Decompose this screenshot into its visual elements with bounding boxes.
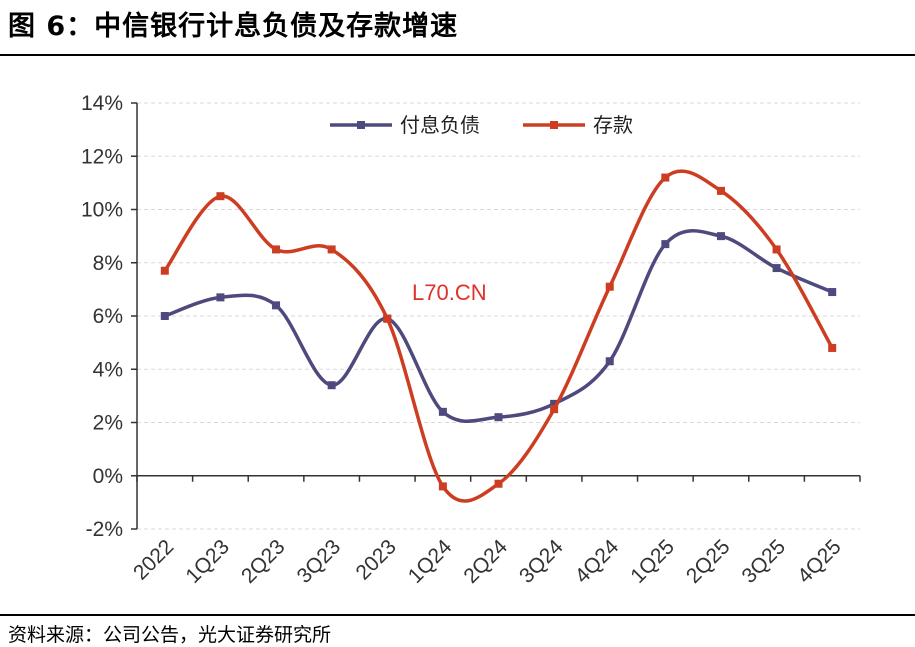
y-axis-tick-labels: -2% 0% 2% 4% 6% 8% 10% 12% 14% [81,92,123,541]
y-tick-label: 4% [93,358,123,381]
series-0-point [550,399,559,408]
series-1-point [160,266,169,275]
series-0-point [494,413,503,422]
y-tick-label: 0% [93,465,123,488]
y-tick-label: 10% [81,199,123,222]
x-category-label: 4Q25 [793,535,846,588]
x-category-label: 2023 [352,535,401,584]
series-line-1 [163,169,834,503]
series-lines [160,169,837,503]
series-0-point [661,240,670,249]
series-1-point [216,192,225,201]
series-1-point [605,282,614,291]
x-category-label: 4Q24 [571,535,624,588]
series-line-0 [164,229,833,424]
gridlines [137,102,860,530]
watermark-text: L70.CN [412,280,487,305]
series-1-point [327,245,336,254]
y-tick-label: 12% [81,145,123,168]
y-tick-label: 2% [93,412,123,435]
bottom-divider [0,614,915,616]
series-0-point [828,288,837,297]
series-1-point [383,314,392,323]
series-1-point [772,245,781,254]
x-category-label: 3Q25 [738,535,791,588]
x-category-label: 2Q25 [682,535,735,588]
figure-title: 图 6：中信银行计息负债及存款增速 [8,11,459,42]
source-note: 资料来源：公司公告，光大证券研究所 [8,624,332,646]
series-0-point [438,407,447,416]
series-1-point [550,405,559,414]
x-category-label: 3Q24 [515,535,568,588]
series-1-point [716,186,725,195]
legend-marker-deposits [550,121,558,129]
series-1-point [828,343,837,352]
y-tick-label: 8% [93,252,123,275]
series-0-point [216,293,225,302]
series-0-point [772,264,781,273]
series-1-point [272,245,281,254]
x-axis-category-labels: 2022 1Q23 2Q23 3Q23 2023 1Q24 2Q24 3Q24 4Q24 1Q25… [129,535,846,588]
top-divider [0,54,915,56]
legend-marker-liabilities [357,121,365,129]
axes [131,102,861,530]
y-tick-label: -2% [86,518,123,541]
x-category-label: 2022 [129,535,178,584]
x-category-label: 2Q23 [237,535,290,588]
legend-label-deposits: 存款 [593,113,633,137]
y-tick-label: 14% [81,92,123,115]
series-0-point [605,357,614,366]
x-category-label: 1Q23 [181,535,234,588]
series-0-point [272,301,281,310]
series-1-point [438,482,447,491]
legend-label-liabilities: 付息负债 [400,113,480,137]
x-category-label: 2Q24 [459,535,512,588]
legend: 付息负债 存款 [330,113,633,137]
x-category-label: 1Q24 [404,535,457,588]
series-0-point [327,381,336,390]
series-1-point [661,173,670,182]
x-category-label: 1Q25 [626,535,679,588]
y-tick-label: 6% [93,305,123,328]
series-0-point [160,312,169,320]
series-0-point [716,232,725,241]
line-chart: -2%0%2%4%6%8%10%12%14% 2022 1Q23 2Q23 3Q23 2… [81,92,861,588]
series-1-point [494,479,503,488]
x-category-label: 3Q23 [293,535,346,588]
